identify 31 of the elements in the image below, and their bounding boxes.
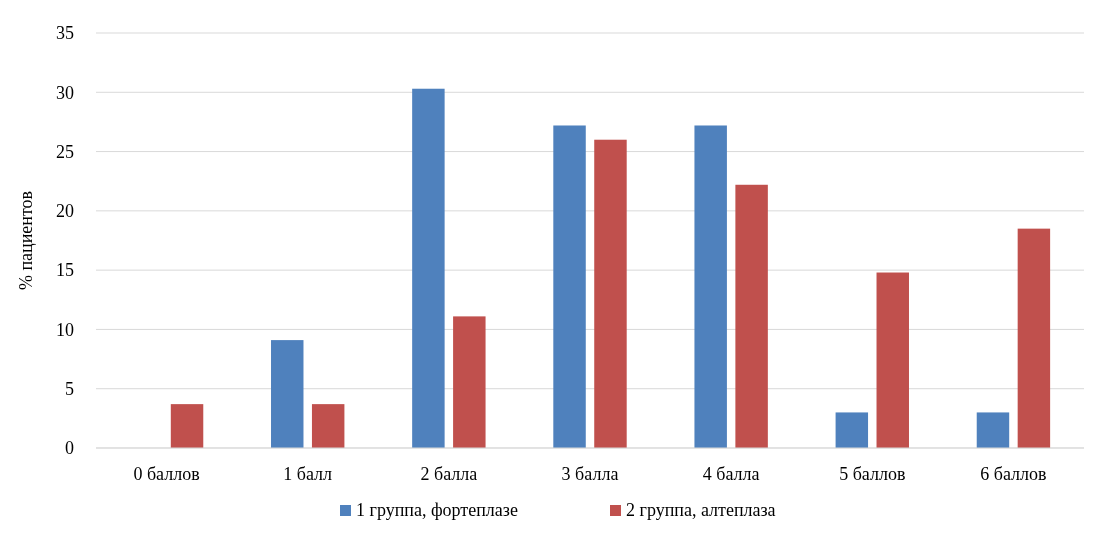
bar (735, 184, 768, 448)
legend-label: 1 группа, фортеплазе (356, 500, 518, 520)
bar (553, 125, 586, 448)
bar (271, 340, 304, 448)
x-tick-label: 0 баллов (133, 464, 200, 484)
x-tick-label: 4 балла (702, 464, 760, 484)
bar (876, 272, 909, 448)
bar (835, 412, 869, 448)
x-tick-label: 2 балла (420, 464, 478, 484)
y-tick-label: 5 (65, 379, 74, 400)
bar (694, 125, 727, 448)
y-tick-label: 30 (56, 82, 74, 103)
x-tick-label: 5 баллов (839, 464, 906, 484)
bar (412, 88, 445, 448)
y-tick-label: 20 (56, 201, 74, 222)
x-tick-label: 1 балл (283, 464, 333, 484)
y-tick-label: 0 (65, 438, 74, 459)
legend-label: 2 группа, алтеплаза (626, 500, 776, 520)
bar (170, 404, 204, 448)
bar (453, 316, 486, 448)
y-tick-label: 35 (56, 23, 74, 44)
y-tick-label: 10 (56, 319, 74, 340)
x-tick-label: 3 балла (561, 464, 619, 484)
x-tick-label: 6 баллов (980, 464, 1047, 484)
bar (1017, 228, 1051, 448)
y-tick-label: 25 (56, 141, 74, 162)
bar (594, 139, 627, 448)
y-axis-title: % пациентов (16, 190, 36, 291)
bar (976, 412, 1010, 448)
bar (311, 404, 345, 448)
y-tick-label: 15 (56, 260, 74, 281)
